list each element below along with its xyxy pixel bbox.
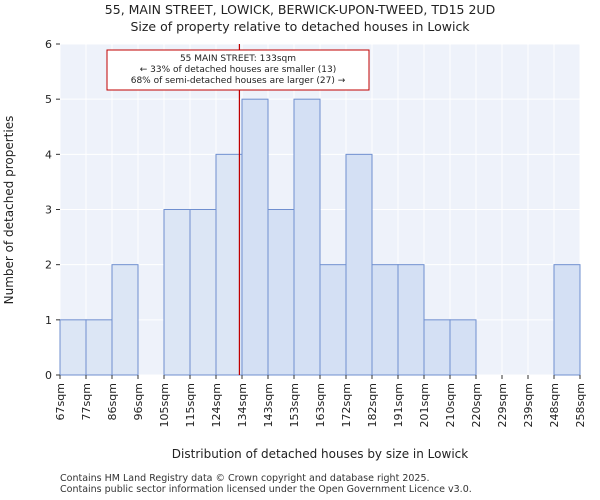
- x-tick-label: 239sqm: [522, 383, 535, 427]
- bar-182sqm: [371, 264, 399, 376]
- x-axis-label: Distribution of detached houses by size …: [172, 447, 468, 461]
- annotation-line-2: ← 33% of detached houses are smaller (13…: [140, 65, 337, 75]
- bar-77sqm: [85, 319, 113, 376]
- x-tick-label: 143sqm: [262, 383, 275, 427]
- bar-210sqm: [449, 319, 477, 376]
- x-tick-label: 67sqm: [54, 383, 67, 420]
- x-tick-label: 248sqm: [548, 383, 561, 427]
- bar-layer: [59, 98, 581, 376]
- y-axis-label: Number of detached properties: [2, 116, 16, 305]
- chart-subtitle: Size of property relative to detached ho…: [130, 19, 470, 34]
- footer-copyright: Contains HM Land Registry data © Crown c…: [60, 473, 430, 484]
- bar-134sqm: [241, 98, 269, 376]
- annotation-line-3: 68% of semi-detached houses are larger (…: [131, 76, 346, 86]
- bar-191sqm: [397, 264, 425, 376]
- x-tick-label: 96sqm: [132, 383, 145, 420]
- bar-124sqm: [215, 153, 243, 376]
- x-tick-label: 229sqm: [496, 383, 509, 427]
- x-tick-label: 77sqm: [80, 383, 93, 420]
- tick-layer: 0 1 2 3 4 5 6 67sqm 77sqm 86sqm 96sqm 105sqm 115sqm 1…: [45, 38, 587, 427]
- x-tick-label: 134sqm: [236, 383, 249, 427]
- bar-153sqm: [293, 98, 321, 376]
- bar-86sqm: [111, 264, 139, 376]
- x-tick-label: 153sqm: [288, 383, 301, 427]
- y-tick-label: 5: [45, 93, 52, 106]
- bar-105sqm: [163, 209, 191, 376]
- bar-201sqm: [423, 319, 451, 376]
- chart: 55, MAIN STREET, LOWICK, BERWICK-UPON-TW…: [2, 2, 587, 461]
- annotation-line-1: 55 MAIN STREET: 133sqm: [180, 54, 296, 64]
- y-tick-label: 4: [45, 148, 52, 161]
- x-tick-label: 105sqm: [158, 383, 171, 427]
- bar-248sqm: [553, 264, 581, 376]
- x-tick-label: 163sqm: [314, 383, 327, 427]
- x-tick-label: 210sqm: [444, 383, 457, 427]
- x-tick-label: 172sqm: [340, 383, 353, 427]
- y-tick-label: 2: [45, 259, 52, 272]
- x-tick-label: 182sqm: [366, 383, 379, 427]
- bar-115sqm: [189, 209, 217, 376]
- bar-172sqm: [345, 153, 373, 376]
- y-tick-label: 1: [45, 314, 52, 327]
- x-tick-label: 191sqm: [392, 383, 405, 427]
- annotation-frame: [106, 49, 370, 91]
- bar-163sqm: [319, 264, 347, 376]
- bar-143sqm: [267, 209, 295, 376]
- chart-title: 55, MAIN STREET, LOWICK, BERWICK-UPON-TW…: [105, 2, 495, 17]
- x-tick-label: 124sqm: [210, 383, 223, 427]
- y-tick-label: 6: [45, 38, 52, 51]
- x-tick-label: 115sqm: [184, 383, 197, 427]
- x-tick-label: 201sqm: [418, 383, 431, 427]
- y-tick-label: 0: [45, 369, 52, 382]
- annotation-box: 55 MAIN STREET: 133sqm ← 33% of detached…: [106, 49, 370, 91]
- bar-67sqm: [59, 319, 87, 376]
- x-tick-label: 220sqm: [470, 383, 483, 427]
- footer-licence: Contains public sector information licen…: [60, 484, 472, 495]
- x-tick-label: 86sqm: [106, 383, 119, 420]
- x-tick-label: 258sqm: [574, 383, 587, 427]
- footer: Contains HM Land Registry data © Crown c…: [60, 473, 472, 495]
- y-tick-label: 3: [45, 204, 52, 217]
